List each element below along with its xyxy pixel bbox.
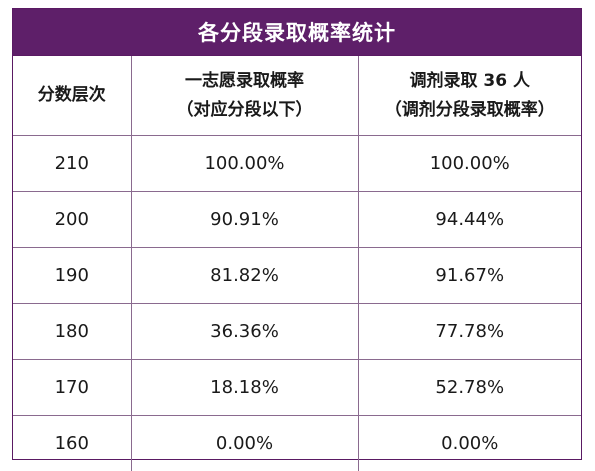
- score-cell: 170: [13, 360, 131, 416]
- table-row: 190 81.82% 91.67%: [13, 248, 581, 304]
- adjustment-cell: 94.44%: [358, 192, 581, 248]
- first-choice-cell: 81.82%: [131, 248, 358, 304]
- data-table: 分数层次 一志愿录取概率 （对应分段以下） 调剂录取 36 人 （调剂分段录取概…: [13, 56, 581, 471]
- table-title: 各分段录取概率统计: [13, 9, 581, 56]
- score-cell: 180: [13, 304, 131, 360]
- header-first-choice-line1: 一志愿录取概率: [132, 67, 358, 96]
- adjustment-cell: 100.00%: [358, 136, 581, 192]
- table-row: 180 36.36% 77.78%: [13, 304, 581, 360]
- first-choice-cell: 36.36%: [131, 304, 358, 360]
- header-adjustment-line2: （调剂分段录取概率）: [359, 96, 582, 125]
- header-first-choice: 一志愿录取概率 （对应分段以下）: [131, 56, 358, 136]
- first-choice-cell: 90.91%: [131, 192, 358, 248]
- table-row: 160 0.00% 0.00%: [13, 416, 581, 471]
- first-choice-cell: 18.18%: [131, 360, 358, 416]
- header-score-level-label: 分数层次: [38, 85, 106, 105]
- header-adjustment-line1: 调剂录取 36 人: [359, 67, 582, 96]
- table-row: 170 18.18% 52.78%: [13, 360, 581, 416]
- score-cell: 200: [13, 192, 131, 248]
- first-choice-cell: 100.00%: [131, 136, 358, 192]
- table-row: 210 100.00% 100.00%: [13, 136, 581, 192]
- header-row: 分数层次 一志愿录取概率 （对应分段以下） 调剂录取 36 人 （调剂分段录取概…: [13, 56, 581, 136]
- admission-probability-table: 各分段录取概率统计 分数层次 一志愿录取概率 （对应分段以下） 调剂录取 36 …: [12, 8, 582, 460]
- header-score-level: 分数层次: [13, 56, 131, 136]
- adjustment-cell: 0.00%: [358, 416, 581, 471]
- score-cell: 160: [13, 416, 131, 471]
- adjustment-cell: 77.78%: [358, 304, 581, 360]
- score-cell: 210: [13, 136, 131, 192]
- first-choice-cell: 0.00%: [131, 416, 358, 471]
- score-cell: 190: [13, 248, 131, 304]
- adjustment-cell: 52.78%: [358, 360, 581, 416]
- header-first-choice-line2: （对应分段以下）: [132, 96, 358, 125]
- adjustment-cell: 91.67%: [358, 248, 581, 304]
- header-adjustment: 调剂录取 36 人 （调剂分段录取概率）: [358, 56, 581, 136]
- table-row: 200 90.91% 94.44%: [13, 192, 581, 248]
